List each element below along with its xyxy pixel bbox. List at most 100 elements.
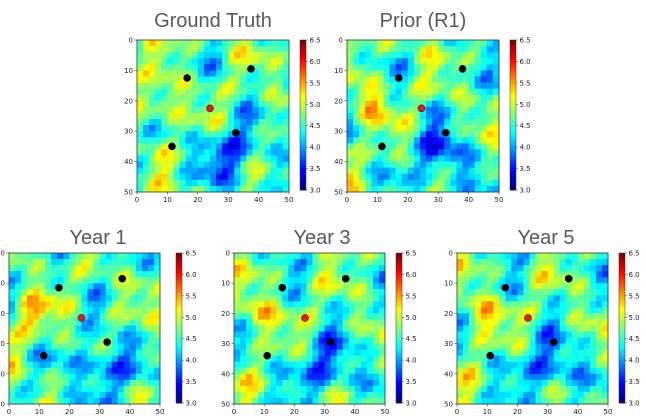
heatmap-cell <box>87 271 95 278</box>
heatmap-cell <box>15 355 22 363</box>
heatmap-cell <box>288 301 295 308</box>
heatmap-cell <box>413 155 421 163</box>
heatmap-cell <box>535 373 543 381</box>
heatmap-cell <box>523 367 530 375</box>
heatmap-cell <box>486 70 494 77</box>
colorbar-tick-label: 5.0 <box>186 314 197 322</box>
heatmap-cell <box>401 94 409 102</box>
heatmap-cell <box>282 173 290 181</box>
heatmap-cell <box>234 94 241 102</box>
colorbar-swatch <box>619 325 625 329</box>
heatmap-cell <box>167 125 174 132</box>
colorbar-swatch <box>619 255 625 259</box>
heatmap-cell <box>541 277 549 284</box>
heatmap-cell <box>173 137 181 144</box>
heatmap-cell <box>342 343 350 351</box>
colorbar-swatch <box>176 363 182 366</box>
heatmap-cell <box>450 112 457 120</box>
heatmap-cell <box>366 271 374 278</box>
heatmap-cell <box>234 265 241 272</box>
heatmap-cell <box>246 52 254 59</box>
heatmap-cell <box>191 155 199 163</box>
heatmap-cell <box>419 149 427 157</box>
heatmap-cell <box>529 277 537 284</box>
heatmap-cell <box>462 179 470 187</box>
heatmap-cell <box>63 253 70 260</box>
heatmap-cell <box>366 259 374 266</box>
heatmap-cell <box>33 295 40 302</box>
heatmap-cell <box>185 179 193 187</box>
colorbar-swatch <box>396 298 402 301</box>
heatmap-cell <box>288 397 295 405</box>
heatmap-cell <box>39 373 46 381</box>
heatmap-cell <box>63 283 70 290</box>
heatmap-cell <box>75 277 82 284</box>
heatmap-cell <box>336 325 344 333</box>
heatmap-cell <box>547 307 555 314</box>
colorbar-swatch <box>619 328 625 331</box>
heatmap-cell <box>354 259 362 266</box>
colorbar-swatch <box>619 348 625 351</box>
heatmap-cell <box>462 112 470 120</box>
heatmap-cell <box>450 137 457 144</box>
x-tick-label: 0 <box>345 196 349 204</box>
heatmap-cell <box>493 355 500 363</box>
heatmap-cell <box>282 325 289 333</box>
heatmap-cell <box>258 46 266 53</box>
heatmap-cell <box>324 379 332 387</box>
heatmap-cell <box>444 64 451 71</box>
heatmap-cell <box>209 76 217 84</box>
heatmap-cell <box>270 385 277 393</box>
heatmap-cell <box>222 137 229 144</box>
heatmap-cell <box>129 301 137 308</box>
heatmap-cell <box>99 385 107 393</box>
heatmap-cell <box>264 40 272 47</box>
heatmap-cell <box>87 373 95 381</box>
heatmap-cell <box>468 149 476 157</box>
heatmap-cell <box>450 64 457 71</box>
heatmap-cell <box>359 82 366 90</box>
heatmap-cell <box>155 76 162 84</box>
panel-title: Year 1 <box>69 227 126 249</box>
heatmap-cell <box>153 307 161 314</box>
colorbar-swatch <box>300 122 306 126</box>
heatmap-cell <box>264 325 271 333</box>
heatmap-cell <box>99 295 107 302</box>
heatmap-cell <box>246 385 253 393</box>
heatmap-cell <box>216 131 223 138</box>
heatmap-cell <box>153 349 161 357</box>
heatmap-cell <box>371 88 378 96</box>
heatmap-cell <box>203 179 211 187</box>
heatmap-cell <box>457 319 464 326</box>
colorbar-swatch <box>396 343 402 346</box>
heatmap-cell <box>407 58 415 65</box>
heatmap-cell <box>185 131 193 138</box>
heatmap-cell <box>135 277 143 284</box>
heatmap-cell <box>9 259 16 266</box>
colorbar-tick-label: 3.0 <box>520 187 531 195</box>
heatmap-cell <box>511 367 518 375</box>
colorbar-swatch <box>176 300 182 304</box>
heatmap-cell <box>577 319 585 326</box>
heatmap-cell <box>155 173 162 181</box>
heatmap-cell <box>234 277 241 284</box>
colorbar-swatch <box>510 145 516 148</box>
heatmap-cell <box>342 307 350 314</box>
heatmap-cell <box>571 385 579 393</box>
heatmap-cell <box>51 289 58 296</box>
heatmap-cell <box>51 265 58 272</box>
heatmap-cell <box>486 106 494 114</box>
colorbar-swatch <box>619 395 625 399</box>
heatmap-cell <box>517 361 524 369</box>
heatmap-cell <box>63 289 70 296</box>
heatmap-cell <box>155 161 162 169</box>
heatmap-cell <box>264 259 271 266</box>
heatmap-cell <box>474 46 482 53</box>
heatmap-cell <box>246 82 254 90</box>
heatmap-cell <box>583 301 591 308</box>
heatmap-cell <box>147 349 155 357</box>
heatmap-cell <box>161 131 168 138</box>
colorbar-tick-label: 4.0 <box>520 144 531 152</box>
heatmap-cell <box>348 385 356 393</box>
heatmap-cell <box>389 137 397 144</box>
